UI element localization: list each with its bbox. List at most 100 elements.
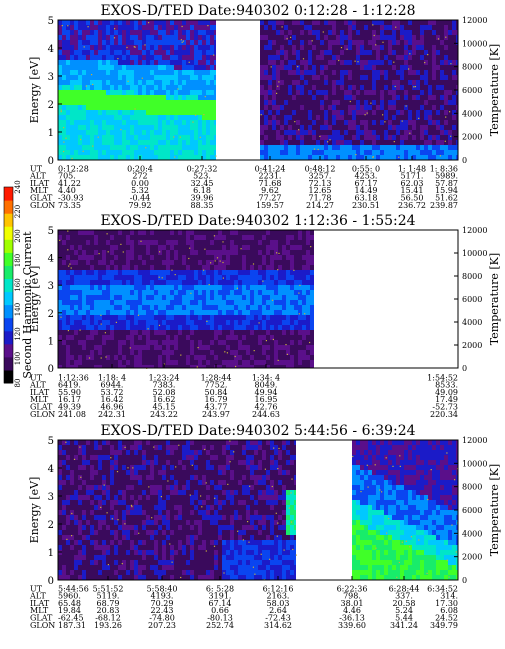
heatmap-cell [106, 290, 110, 295]
heatmap-cell [328, 80, 332, 85]
heatmap-cell [190, 40, 194, 45]
heatmap-cell [304, 155, 308, 160]
heatmap-cell [150, 40, 154, 45]
heatmap-cell [94, 150, 98, 155]
heatmap-cell [118, 230, 122, 235]
heatmap-cell [242, 235, 246, 240]
heatmap-cell [62, 480, 66, 485]
heatmap-cell [74, 505, 78, 510]
heatmap-cell [146, 115, 150, 120]
heatmap-cell [162, 95, 166, 100]
heatmap-cell [186, 90, 190, 95]
heatmap-cell [174, 285, 178, 290]
speck [199, 136, 201, 138]
heatmap-cell [154, 60, 158, 65]
heatmap-cell [86, 450, 90, 455]
heatmap-cell [130, 65, 134, 70]
heatmap-cell [452, 145, 456, 150]
heatmap-cell [444, 140, 448, 145]
heatmap-cell [186, 95, 190, 100]
heatmap-cell [58, 505, 62, 510]
heatmap-cell [280, 155, 284, 160]
heatmap-cell [264, 20, 268, 25]
heatmap-cell [250, 335, 254, 340]
heatmap-cell [102, 35, 106, 40]
heatmap-cell [182, 140, 186, 145]
heatmap-cell [214, 130, 216, 135]
heatmap-cell [94, 280, 98, 285]
heatmap-cell [294, 330, 298, 335]
heatmap-cell [352, 75, 356, 80]
heatmap-cell [310, 275, 314, 280]
heatmap-cell [70, 30, 74, 35]
heatmap-cell [420, 60, 424, 65]
heatmap-cell [250, 305, 254, 310]
speck [222, 241, 224, 243]
heatmap-cell [74, 360, 78, 365]
heatmap-cell [324, 65, 328, 70]
heatmap-cell [142, 280, 146, 285]
heatmap-cell [102, 340, 106, 345]
heatmap-cell [210, 245, 214, 250]
heatmap-cell [162, 340, 166, 345]
speck [83, 46, 85, 48]
heatmap-cell [296, 130, 300, 135]
heatmap-cell [58, 240, 62, 245]
heatmap-cell [78, 315, 82, 320]
heatmap-cell [138, 110, 142, 115]
heatmap-cell [258, 330, 262, 335]
heatmap-cell [202, 250, 206, 255]
heatmap-cell [250, 360, 254, 365]
heatmap-cell [344, 55, 348, 60]
heatmap-cell [242, 295, 246, 300]
heatmap-cell [336, 95, 340, 100]
heatmap-cell [122, 345, 126, 350]
heatmap-cell [304, 115, 308, 120]
heatmap-cell [74, 145, 78, 150]
heatmap-cell [154, 105, 158, 110]
heatmap-cell [194, 360, 198, 365]
heatmap-cell [400, 125, 404, 130]
heatmap-cell [194, 320, 198, 325]
heatmap-cell [368, 155, 372, 160]
heatmap-cell [284, 35, 288, 40]
heatmap-cell [412, 100, 416, 105]
heatmap-cell [290, 320, 294, 325]
heatmap-cell [122, 75, 126, 80]
heatmap-cell [294, 345, 298, 350]
heatmap-cell [78, 55, 82, 60]
heatmap-cell [78, 515, 82, 520]
heatmap-cell [372, 45, 376, 50]
heatmap-cell [118, 365, 122, 368]
heatmap-cell [316, 55, 320, 60]
heatmap-cell [142, 110, 146, 115]
heatmap-cell [396, 70, 400, 75]
heatmap-cell [308, 40, 312, 45]
heatmap-cell [186, 35, 190, 40]
heatmap-cell [292, 70, 296, 75]
heatmap-cell [328, 85, 332, 90]
heatmap-cell [352, 50, 356, 55]
heatmap-cell [118, 280, 122, 285]
heatmap-cell [178, 45, 182, 50]
speck [298, 292, 300, 294]
heatmap-cell [70, 445, 74, 450]
heatmap-cell [122, 20, 126, 25]
heatmap-cell [332, 65, 336, 70]
heatmap-cell [110, 315, 114, 320]
heatmap-cell [274, 235, 278, 240]
heatmap-cell [360, 110, 364, 115]
heatmap-cell [114, 335, 118, 340]
heatmap-cell [186, 265, 190, 270]
heatmap-cell [142, 365, 146, 368]
heatmap-cell [66, 455, 70, 460]
heatmap-cell [356, 145, 360, 150]
heatmap-cell [162, 295, 166, 300]
heatmap-cell [122, 35, 126, 40]
heatmap-cell [428, 25, 432, 30]
heatmap-cell [74, 70, 78, 75]
heatmap-cell [276, 85, 280, 90]
heatmap-cell [118, 255, 122, 260]
heatmap-cell [282, 335, 286, 340]
heatmap-cell [294, 250, 298, 255]
